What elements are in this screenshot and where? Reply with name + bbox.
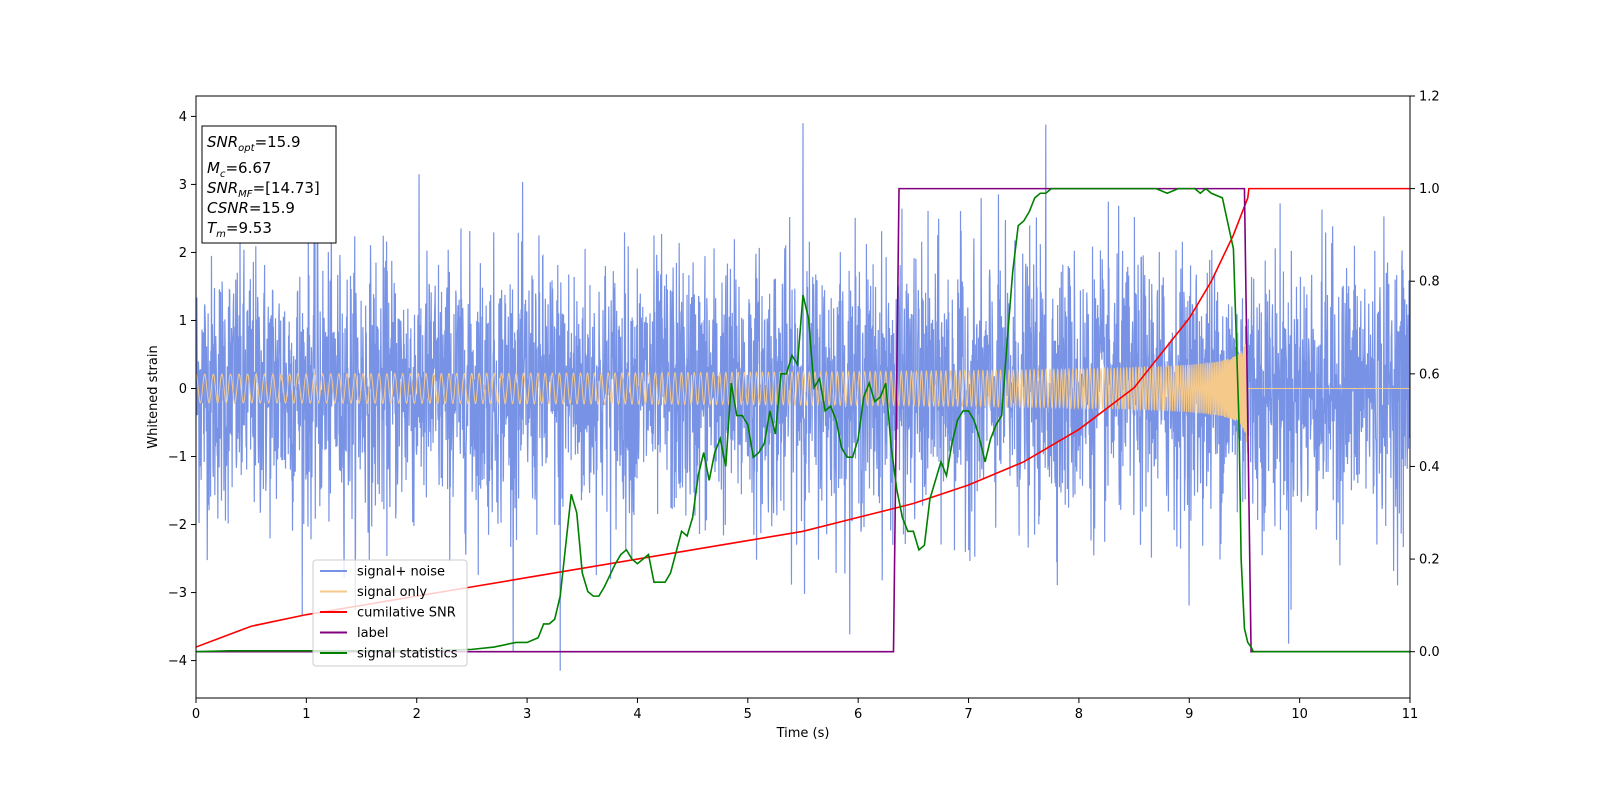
- x-axis-label: Time (s): [776, 726, 830, 741]
- info-box-frame: [201, 125, 337, 244]
- y2-tick-label: 0.4: [1419, 460, 1440, 475]
- y-tick-label: 0: [179, 382, 187, 397]
- info-box: SNRopt=15.9 Mc=6.67SNRMF=[14.73]CSNR=15.9…: [201, 125, 337, 244]
- y2-tick-label: 0.6: [1419, 367, 1440, 382]
- x-tick-label: 8: [1075, 707, 1083, 722]
- y-tick-label: 1: [179, 314, 187, 329]
- y-tick-label: 2: [179, 246, 187, 261]
- y-tick-label: −3: [168, 586, 187, 601]
- y-tick-label: −4: [168, 654, 187, 669]
- info-box-line-csnr: CSNR=15.9: [207, 199, 295, 217]
- y-tick-label: −2: [168, 518, 187, 533]
- x-tick-label: 11: [1402, 707, 1419, 722]
- x-tick-label: 4: [633, 707, 641, 722]
- x-tick-label: 6: [854, 707, 862, 722]
- x-tick-label: 0: [192, 707, 200, 722]
- x-tick-label: 7: [964, 707, 972, 722]
- legend-label: signal only: [357, 585, 427, 600]
- legend-label: cumilative SNR: [357, 606, 456, 621]
- info-box-line-snr_mf: SNRMF=[14.73]: [207, 179, 320, 200]
- x-tick-label: 5: [744, 707, 752, 722]
- series-line-signal-only: [196, 340, 1410, 453]
- axis-ticks: 0 1 2 3 4 5 6 7 8 9 10 11 −4 −3 −2 −1 0 1 2 3 4 0.0 0.2 0.4 0.6 0…: [168, 90, 1440, 723]
- x-tick-label: 1: [302, 707, 310, 722]
- x-tick-label: 10: [1291, 707, 1308, 722]
- x-tick-label: 9: [1185, 707, 1193, 722]
- y2-tick-label: 0.0: [1419, 645, 1440, 660]
- y2-tick-label: 0.2: [1419, 553, 1440, 568]
- x-tick-label: 3: [523, 707, 531, 722]
- plot-frame: [195, 95, 1411, 699]
- info-box-line-snr_opt: SNRopt=15.9: [207, 133, 301, 154]
- legend-frame: [312, 559, 468, 667]
- y2-tick-label: 1.0: [1419, 182, 1440, 197]
- y-tick-label: 3: [179, 178, 187, 193]
- y2-tick-label: 1.2: [1419, 90, 1440, 105]
- y-tick-label: −1: [168, 450, 187, 465]
- legend-label: signal+ noise: [357, 565, 445, 580]
- legend: signal+ noise signal only cumilative SNR la…: [312, 559, 468, 667]
- info-box-line-tm: Tm=9.53: [207, 219, 272, 240]
- y2-tick-label: 0.8: [1419, 275, 1440, 290]
- series-line-signal-statistics: [196, 187, 1410, 653]
- y-tick-label: 4: [179, 110, 187, 125]
- y-axis-label: Whitened strain: [146, 345, 161, 448]
- legend-label: label: [357, 626, 388, 641]
- x-tick-label: 2: [413, 707, 421, 722]
- info-box-line-mc: Mc=6.67: [207, 159, 271, 180]
- legend-label: signal statistics: [357, 647, 458, 662]
